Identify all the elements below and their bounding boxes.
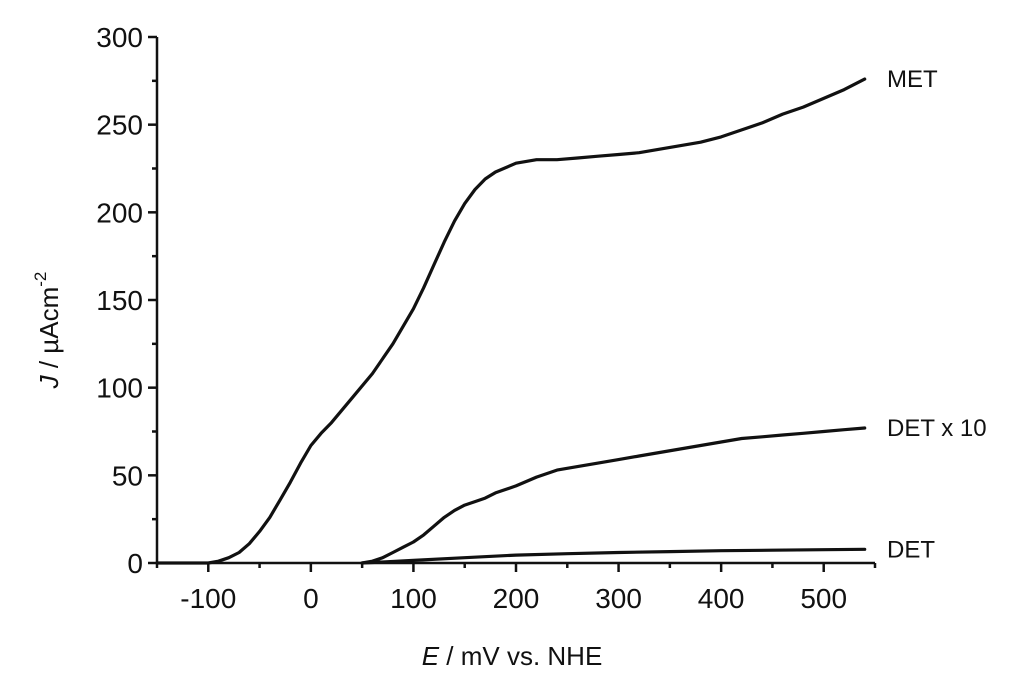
x-axis-label: E / mV vs. NHE (422, 641, 603, 671)
y-axis-label: J / µAcm-2 (31, 272, 64, 390)
x-axis-label-rest: / mV vs. NHE (439, 641, 602, 671)
y-tick-label: 200 (96, 197, 143, 228)
y-axis-label-sup: -2 (31, 272, 50, 287)
x-tick-label: 400 (698, 583, 745, 614)
y-axis-label-italic: J (34, 374, 64, 389)
series-group (155, 77, 867, 565)
y-tick-label: 50 (112, 460, 143, 491)
x-tick-label: 500 (800, 583, 847, 614)
x-axis-label-italic: E (422, 641, 440, 671)
series-label-group: MET DET x 10 DET (887, 66, 987, 563)
series-line-det-x-10 (360, 426, 867, 565)
series-label-met: MET (887, 66, 938, 93)
x-tick-label: 0 (303, 583, 319, 614)
tick-group: 0 50 100 150 200 250 300 -100 0 100 200 300 400 500 (96, 22, 877, 614)
y-axis-label-rest: / µAcm (34, 287, 64, 376)
x-tick-label: 300 (595, 583, 642, 614)
series-line-met (155, 77, 867, 565)
x-tick-label: 200 (493, 583, 540, 614)
y-tick-label: 250 (96, 110, 143, 141)
series-label-det-x-10: DET x 10 (887, 415, 987, 442)
y-tick-label: 300 (96, 22, 143, 53)
y-tick-label: 100 (96, 373, 143, 404)
y-tick-label: 0 (127, 548, 143, 579)
x-tick-label: -100 (180, 583, 236, 614)
x-tick-label: 100 (390, 583, 437, 614)
series-label-det: DET (887, 536, 935, 563)
series-line-det (360, 547, 867, 565)
y-tick-label: 150 (96, 285, 143, 316)
